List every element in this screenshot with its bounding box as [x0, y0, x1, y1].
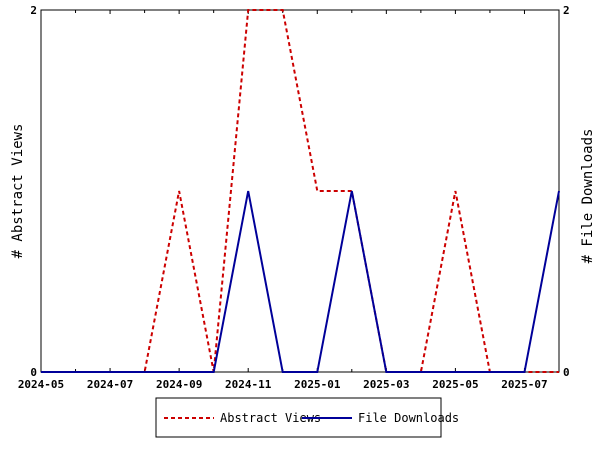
series-layer	[41, 9, 560, 373]
x-axis: 2024-05 2024-07 2024-09 2024-11 2025-01 2025-…	[18, 10, 560, 391]
legend: Abstract Views File Downloads	[155, 397, 459, 438]
x-tick-label: 2024-07	[87, 378, 133, 391]
legend-label-abstract-views: Abstract Views	[220, 411, 321, 425]
legend-box	[155, 397, 442, 438]
legend-label-file-downloads: File Downloads	[358, 411, 459, 425]
x-tick-label: 2025-05	[432, 378, 478, 391]
y-tick-label-left: 0	[30, 366, 37, 379]
series-line-file-downloads	[41, 190, 560, 373]
x-tick-label: 2024-11	[225, 378, 272, 391]
y-axis-title-right: # File Downloads	[580, 129, 596, 264]
y-tick-label-right: 0	[563, 366, 570, 379]
x-tick-label: 2025-07	[501, 378, 547, 391]
y-tick-label-right: 2	[563, 4, 570, 17]
y-axis-title-left: # Abstract Views	[10, 124, 26, 259]
x-tick-label: 2024-05	[18, 378, 64, 391]
y-tick-label-left: 2	[30, 4, 37, 17]
x-tick-label: 2024-09	[156, 378, 202, 391]
x-tick-label: 2025-01	[294, 378, 341, 391]
x-tick-label: 2025-03	[363, 378, 409, 391]
